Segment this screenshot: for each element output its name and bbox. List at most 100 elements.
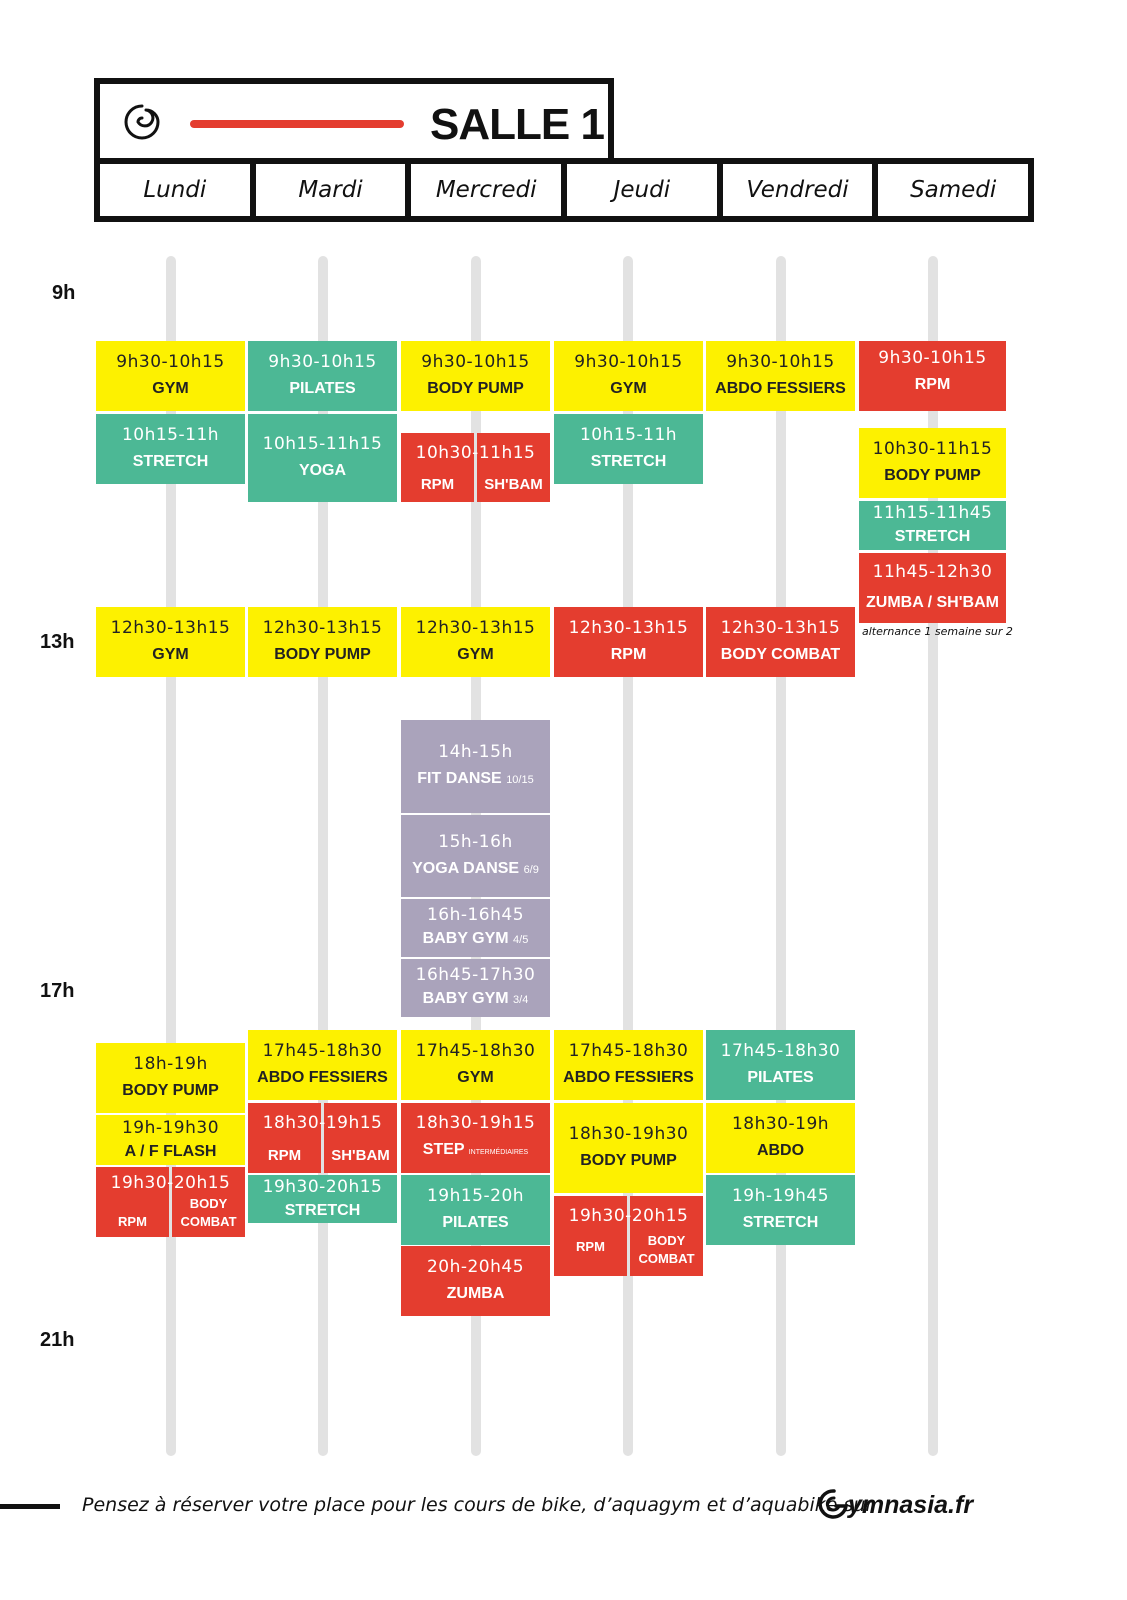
class-time: 10h15-11h15 (262, 434, 383, 454)
class-block: 9h30-10h15 ABDO FESSIERS (706, 341, 855, 411)
class-block: 17h45-18h30 ABDO FESSIERS (248, 1030, 397, 1100)
class-block: 16h-16h45 BABY GYM 4/5 (401, 899, 550, 957)
class-time: 19h30-20h15 (262, 1176, 383, 1197)
class-time: 16h45-17h30 (415, 965, 536, 985)
class-block: 9h30-10h15 PILATES (248, 341, 397, 411)
class-time: 9h30-10h15 (268, 352, 377, 372)
class-block-split: 10h30-11h15 RPM SH'BAM (401, 433, 550, 502)
class-block: 18h30-19h ABDO (706, 1103, 855, 1173)
class-name: PILATES (289, 380, 356, 397)
class-block: 19h30-20h15 STRETCH (248, 1175, 397, 1223)
class-block: 16h45-17h30 BABY GYM 3/4 (401, 959, 550, 1017)
class-block: 17h45-18h30 ABDO FESSIERS (554, 1030, 703, 1100)
day-samedi: Samedi (878, 164, 1029, 216)
class-block: 9h30-10h15 GYM (554, 341, 703, 411)
class-time: 15h-16h (438, 831, 513, 852)
class-name: RPM (610, 646, 647, 663)
class-time: 17h45-18h30 (262, 1041, 383, 1061)
class-time: 10h30-11h15 (415, 443, 536, 463)
class-name: STRETCH (590, 453, 667, 470)
class-name: STRETCH (894, 528, 971, 545)
class-block: 14h-15h FIT DANSE 10/15 (401, 720, 550, 813)
class-time: 17h45-18h30 (415, 1041, 536, 1061)
days-header-row: Lundi Mardi Mercredi Jeudi Vendredi Same… (94, 158, 1034, 222)
hour-label: 13h (40, 631, 75, 653)
class-name: ABDO FESSIERS (563, 1069, 694, 1086)
page-title: SALLE 1 (430, 100, 605, 149)
class-name: BODY PUMP (884, 467, 981, 484)
class-block: 11h45-12h30 ZUMBA / SH'BAM (859, 553, 1006, 623)
class-time: 9h30-10h15 (878, 348, 987, 368)
day-mercredi: Mercredi (411, 164, 562, 216)
class-name: BODY PUMP (122, 1082, 219, 1099)
class-name: BABY GYM (422, 930, 509, 947)
class-time: 18h30-19h15 (262, 1113, 383, 1133)
class-block-split: 18h30-19h15 RPM SH'BAM (248, 1103, 397, 1173)
brand-name: ymnasia.fr (848, 1490, 974, 1519)
hour-label: 9h (52, 282, 76, 304)
class-time: 19h-19h30 (121, 1117, 220, 1138)
track-lundi (166, 256, 176, 1456)
footer-line (0, 1504, 60, 1509)
class-name: ABDO (756, 1142, 805, 1159)
class-block: 12h30-13h15 GYM (401, 607, 550, 677)
class-block: 19h15-20h PILATES (401, 1175, 550, 1245)
class-time: 10h15-11h (121, 425, 220, 445)
class-name: STRETCH (742, 1214, 819, 1231)
class-name: RPM (914, 376, 951, 393)
class-time: 19h15-20h (426, 1186, 525, 1206)
class-name: GYM (152, 380, 189, 397)
class-time: 12h30-13h15 (568, 618, 689, 638)
gymnasia-swirl-icon (818, 1489, 848, 1519)
day-mardi: Mardi (255, 164, 406, 216)
class-name: GYM (457, 646, 494, 663)
class-name: STRETCH (132, 453, 209, 470)
class-age: 10/15 (506, 774, 534, 786)
day-jeudi: Jeudi (567, 164, 717, 216)
class-block: 12h30-13h15 GYM (96, 607, 245, 677)
class-block: 17h45-18h30 PILATES (706, 1030, 855, 1100)
class-time: 19h-19h45 (731, 1186, 830, 1206)
class-name: RPM (248, 1103, 321, 1173)
class-name: GYM (457, 1069, 494, 1086)
class-time: 19h30-20h15 (110, 1173, 231, 1193)
class-name: BODY PUMP (427, 380, 524, 397)
class-block: 19h-19h45 STRETCH (706, 1175, 855, 1245)
class-block: 9h30-10h15 RPM (859, 341, 1006, 411)
class-block: 18h-19h BODY PUMP (96, 1043, 245, 1113)
class-name: ABDO FESSIERS (715, 380, 846, 397)
footer-text: Pensez à réserver votre place pour les c… (82, 1494, 874, 1516)
class-age: 3/4 (513, 994, 529, 1006)
class-name: STRETCH (284, 1201, 361, 1219)
day-lundi: Lundi (100, 164, 250, 216)
class-block: 9h30-10h15 BODY PUMP (401, 341, 550, 411)
class-block: 20h-20h45 ZUMBA (401, 1246, 550, 1316)
day-vendredi: Vendredi (722, 164, 873, 216)
class-block: 11h15-11h45 STRETCH (859, 501, 1006, 550)
class-name: GYM (152, 646, 189, 663)
class-time: 11h15-11h45 (872, 503, 993, 523)
track-vendredi (776, 256, 786, 1456)
class-name: PILATES (747, 1069, 814, 1086)
class-block: 19h-19h30 A / F FLASH (96, 1115, 245, 1165)
class-block: 9h30-10h15 GYM (96, 341, 245, 411)
class-block: 10h30-11h15 BODY PUMP (859, 428, 1006, 498)
track-mardi (318, 256, 328, 1456)
class-block: 18h30-19h15 STEP INTERMÉDIAIRES (401, 1103, 550, 1173)
class-time: 14h-15h (438, 742, 513, 762)
class-block: 12h30-13h15 RPM (554, 607, 703, 677)
class-block: 12h30-13h15 BODY COMBAT (706, 607, 855, 677)
class-name: ABDO FESSIERS (257, 1069, 388, 1086)
class-time: 12h30-13h15 (720, 618, 841, 638)
class-name: YOGA DANSE (412, 859, 520, 877)
class-time: 16h-16h45 (426, 905, 525, 925)
class-time: 12h30-13h15 (110, 618, 231, 638)
brand-link[interactable]: ymnasia.fr (818, 1488, 973, 1522)
track-jeudi (623, 256, 633, 1456)
class-time: 19h30-20h15 (568, 1206, 689, 1226)
class-name: BODY PUMP (274, 646, 371, 663)
hour-label: 21h (40, 1329, 75, 1351)
class-name: BODY COMBAT (630, 1196, 703, 1276)
class-name: BABY GYM (422, 990, 509, 1007)
class-time: 12h30-13h15 (415, 618, 536, 638)
